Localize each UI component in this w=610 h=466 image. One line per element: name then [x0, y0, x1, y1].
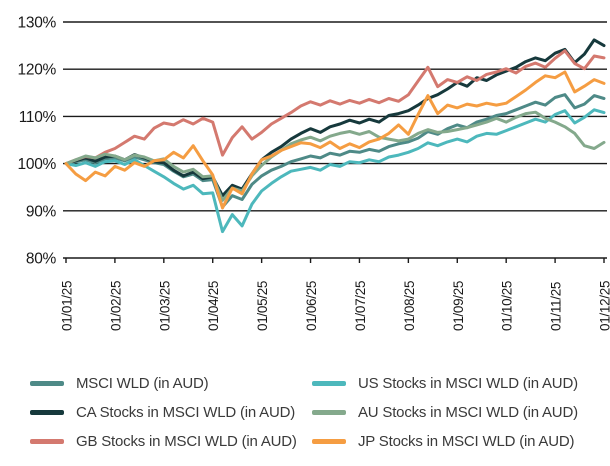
- y-axis-label: 110%: [19, 109, 57, 126]
- x-axis-label: 01/04/25: [206, 281, 221, 331]
- series-line-us: [64, 108, 606, 234]
- x-axis-label: 01/01/25: [60, 281, 75, 331]
- legend-label: CA Stocks in MSCI WLD (in AUD): [76, 404, 296, 421]
- legend-item: AU Stocks in MSCI WLD (in AUD): [312, 398, 606, 427]
- legend-item: JP Stocks in MSCI WLD (in AUD): [312, 427, 606, 456]
- series-line-ca: [64, 38, 606, 198]
- legend-label: GB Stocks in MSCI WLD (in AUD): [76, 433, 297, 450]
- x-axis-label: 01/12/25: [598, 281, 610, 331]
- legend-label: US Stocks in MSCI WLD (in AUD): [358, 375, 578, 392]
- x-axis-label: 01/10/25: [500, 281, 515, 331]
- x-axis-label: 01/07/25: [353, 281, 368, 331]
- series-line-jp: [64, 70, 606, 210]
- legend-swatch-icon: [312, 439, 346, 444]
- y-axis-label: 90%: [26, 203, 57, 220]
- x-axis-label: 01/06/25: [304, 281, 319, 331]
- legend-swatch-icon: [312, 381, 346, 386]
- y-axis-label: 100%: [18, 156, 57, 173]
- legend-swatch-icon: [30, 439, 64, 444]
- legend-item: GB Stocks in MSCI WLD (in AUD): [30, 427, 312, 456]
- x-axis-label: 01/02/25: [108, 281, 123, 331]
- x-axis-label: 01/11/25: [549, 282, 564, 331]
- legend-label: MSCI WLD (in AUD): [76, 375, 209, 392]
- chart-plot-area: 130% 120% 110% 100% 90% 80%01/01/25 01/02/25 01…: [18, 15, 610, 332]
- series-line-gb: [64, 49, 606, 166]
- legend-swatch-icon: [30, 381, 64, 386]
- x-axis-label: 01/03/25: [157, 281, 172, 331]
- x-axis-label: 01/05/25: [255, 281, 270, 331]
- y-axis-label: 120%: [18, 62, 57, 79]
- legend-label: JP Stocks in MSCI WLD (in AUD): [358, 433, 575, 450]
- legend-swatch-icon: [30, 410, 64, 415]
- series-line-msci: [64, 93, 606, 209]
- x-axis-label: 01/08/25: [402, 281, 417, 331]
- y-axis-label: 80%: [26, 251, 57, 268]
- legend-swatch-icon: [312, 410, 346, 415]
- chart-legend: MSCI WLD (in AUD) CA Stocks in MSCI WLD (…: [30, 369, 606, 456]
- legend-item: MSCI WLD (in AUD): [30, 369, 312, 398]
- x-axis-label: 01/09/25: [451, 281, 466, 331]
- legend-item: US Stocks in MSCI WLD (in AUD): [312, 369, 606, 398]
- y-axis-label: 130%: [18, 15, 57, 32]
- legend-label: AU Stocks in MSCI WLD (in AUD): [358, 404, 578, 421]
- legend-item: CA Stocks in MSCI WLD (in AUD): [30, 398, 312, 427]
